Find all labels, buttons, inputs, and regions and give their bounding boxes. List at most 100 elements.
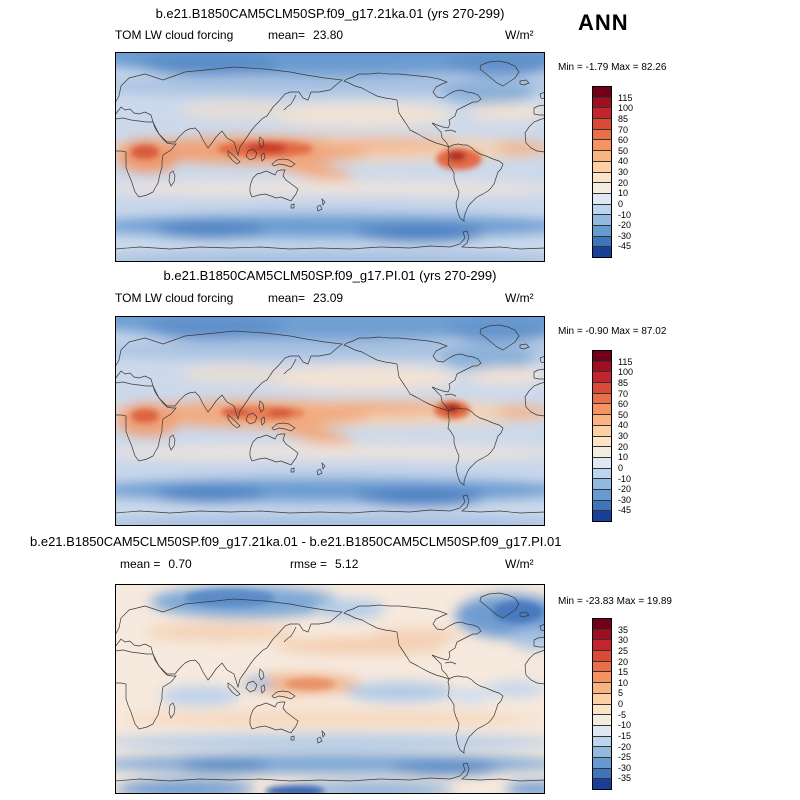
panel1-title: b.e21.B1850CAM5CLM50SP.f09_g17.21ka.01 (… bbox=[155, 6, 505, 21]
field-shading bbox=[115, 586, 545, 794]
colorbar-tick-label: 0 bbox=[618, 198, 624, 209]
panel2-units-label: W/m² bbox=[505, 291, 534, 305]
map-diff bbox=[115, 584, 545, 794]
colorbar-tick-label: 70 bbox=[618, 124, 629, 135]
colorbar-segment bbox=[593, 246, 611, 257]
colorbar-segment bbox=[593, 714, 611, 725]
colorbar-segment bbox=[593, 392, 611, 404]
colorbar-tick-label: 70 bbox=[618, 388, 629, 399]
map-21ka bbox=[115, 52, 545, 262]
map-frame bbox=[115, 584, 545, 794]
colorbar-tick-label: 10 bbox=[618, 677, 629, 688]
colorbar-segment bbox=[593, 128, 611, 140]
mean-value: 23.80 bbox=[313, 28, 344, 42]
colorbar-segment bbox=[593, 488, 611, 500]
rmse-label: rmse = bbox=[290, 557, 328, 571]
colorbar-segment bbox=[593, 671, 611, 683]
colorbar-segment bbox=[593, 724, 611, 736]
colorbar-segment bbox=[593, 692, 611, 704]
colorbar-tick-label: -10 bbox=[618, 209, 632, 220]
mean-label: mean= bbox=[268, 28, 306, 42]
colorbar-tick-label: -30 bbox=[618, 230, 632, 241]
colorbar-segment bbox=[593, 150, 611, 161]
panel1-minmax: Min = -1.79 Max = 82.26 bbox=[558, 62, 667, 73]
colorbar-tick-label: -35 bbox=[618, 773, 632, 784]
colorbar-segment bbox=[593, 214, 611, 225]
colorbar-segment bbox=[593, 107, 611, 119]
colorbar-tick-label: -20 bbox=[618, 484, 632, 495]
map-frame bbox=[115, 52, 545, 262]
colorbar-tick-label: 30 bbox=[618, 167, 629, 177]
colorbar-tick-label: 85 bbox=[618, 113, 629, 124]
colorbar-tick-label: 20 bbox=[618, 177, 629, 188]
colorbar-tick-label: 60 bbox=[618, 135, 629, 146]
colorbar-tick-label: -5 bbox=[618, 709, 627, 720]
colorbar-segment bbox=[593, 650, 611, 661]
colorbar-tick-label: 40 bbox=[618, 420, 629, 431]
colorbar-tick-label: -15 bbox=[618, 730, 632, 741]
colorbar-tick-label: 85 bbox=[618, 377, 629, 388]
colorbar-segment bbox=[593, 235, 611, 247]
colorbar-tick-label: 30 bbox=[618, 635, 629, 646]
season-label: ANN bbox=[578, 10, 629, 35]
colorbar-segment bbox=[593, 499, 611, 511]
colorbar-tick-label: 20 bbox=[618, 656, 629, 667]
colorbar-segment bbox=[593, 746, 611, 757]
rmse-value: 5.12 bbox=[335, 557, 359, 571]
field-hotspots bbox=[131, 141, 482, 170]
colorbar-segment bbox=[593, 619, 611, 629]
colorbar-tick-label: -45 bbox=[618, 505, 632, 516]
colorbar-tick-label: 40 bbox=[618, 156, 629, 167]
colorbar-tick-label: 30 bbox=[618, 431, 629, 441]
colorbar-tick-label: 115 bbox=[618, 92, 633, 103]
panel3-rmse-stat: rmse = 5.12 bbox=[290, 557, 358, 571]
panel2-mean-stat: mean= 23.09 bbox=[268, 291, 343, 305]
colorbar-segment bbox=[593, 435, 611, 447]
colorbar-segment bbox=[593, 351, 611, 361]
panel3-mean-stat: mean = 0.70 bbox=[120, 557, 192, 571]
colorbar-segment bbox=[593, 446, 611, 457]
colorbar-tick-label: 0 bbox=[618, 462, 624, 473]
colorbar-segment bbox=[593, 87, 611, 97]
colorbar-segment bbox=[593, 139, 611, 151]
colorbar-segment bbox=[593, 403, 611, 415]
colorbar-tick-label: 10 bbox=[618, 452, 629, 463]
colorbar-tick-label: 60 bbox=[618, 399, 629, 410]
panel3-colorbar: 35 30 25 20 15 10 5 0 -5 -10 -15 -20 -25 -30 -35 bbox=[592, 618, 631, 790]
colorbar-segment bbox=[593, 660, 611, 672]
colorbar-segment bbox=[593, 756, 611, 768]
colorbar-segment bbox=[593, 682, 611, 693]
colorbar-segment bbox=[593, 478, 611, 489]
colorbar-segment bbox=[593, 224, 611, 236]
colorbar-tick-label: -45 bbox=[618, 241, 632, 252]
panel1-field-label: TOM LW cloud forcing bbox=[115, 28, 234, 42]
panel1-units-label: W/m² bbox=[505, 28, 534, 42]
colorbar-tick-label: -20 bbox=[618, 220, 632, 231]
colorbar-tick-label: 15 bbox=[618, 667, 629, 678]
colorbar-tick-label: 5 bbox=[618, 688, 624, 699]
field-shading bbox=[115, 316, 545, 526]
colorbar-tick-label: -30 bbox=[618, 494, 632, 505]
colorbar-segment bbox=[593, 203, 611, 215]
colorbar-segment bbox=[593, 96, 611, 108]
colorbar-segment bbox=[593, 456, 611, 468]
colorbar-segment bbox=[593, 371, 611, 383]
panel1-colorbar: 115 100 85 70 60 50 40 30 20 10 0 -10 -20 -30 -45 bbox=[592, 86, 633, 258]
field-shading bbox=[115, 52, 545, 262]
mean-label: mean = bbox=[120, 557, 161, 571]
colorbar-tick-label: 50 bbox=[618, 409, 629, 420]
panel1-mean-stat: mean= 23.80 bbox=[268, 28, 343, 42]
map-pi bbox=[115, 316, 545, 526]
mean-value: 23.09 bbox=[313, 291, 344, 305]
colorbar-tick-label: 35 bbox=[618, 624, 629, 635]
field-hotspots bbox=[131, 401, 470, 423]
colorbar-tick-label: 115 bbox=[618, 356, 633, 367]
colorbar-tick-label: -10 bbox=[618, 473, 632, 484]
colorbar-segment bbox=[593, 767, 611, 779]
colorbar-tick-label: -25 bbox=[618, 752, 632, 763]
panel2-field-label: TOM LW cloud forcing bbox=[115, 291, 234, 305]
mean-value: 0.70 bbox=[168, 557, 192, 571]
colorbar-segment bbox=[593, 360, 611, 372]
colorbar-segment bbox=[593, 118, 611, 129]
panel2-title: b.e21.B1850CAM5CLM50SP.f09_g17.PI.01 (yr… bbox=[163, 268, 497, 283]
